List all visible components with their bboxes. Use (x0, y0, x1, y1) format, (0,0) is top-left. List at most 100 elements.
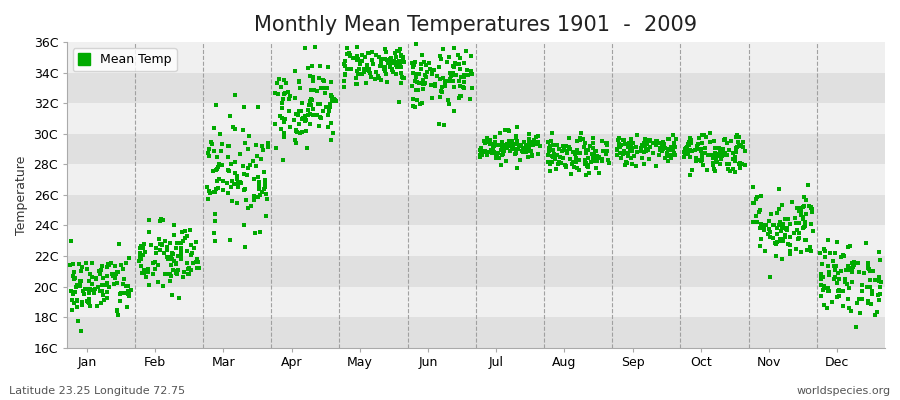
Point (680, 150, 695, 157)
Point (652, 145, 667, 151)
Point (226, 124, 240, 131)
Point (491, 142, 506, 148)
Point (841, 296, 855, 302)
Point (815, 287, 830, 293)
Point (656, 146, 670, 152)
Point (814, 261, 829, 268)
Point (474, 152, 489, 158)
Point (522, 142, 536, 149)
Point (140, 267, 154, 273)
Point (453, 54, 467, 61)
Point (497, 145, 511, 152)
Point (155, 242, 169, 248)
Point (689, 158, 704, 164)
Point (752, 208, 766, 215)
Point (227, 181, 241, 187)
Point (374, 63, 388, 70)
Point (207, 238, 221, 244)
Title: Monthly Mean Temperatures 1901  -  2009: Monthly Mean Temperatures 1901 - 2009 (254, 15, 698, 35)
Point (696, 162, 710, 168)
Point (387, 58, 401, 65)
Point (798, 236, 813, 243)
Point (163, 240, 177, 247)
Point (521, 147, 535, 153)
Point (707, 151, 722, 158)
Point (136, 244, 150, 251)
Point (94, 288, 109, 295)
Point (845, 269, 859, 276)
Point (817, 248, 832, 254)
Point (587, 158, 601, 164)
Point (772, 186, 787, 192)
Point (306, 78, 320, 84)
Point (787, 230, 801, 236)
Point (792, 207, 806, 214)
Point (357, 53, 372, 60)
Point (616, 136, 630, 143)
Point (298, 118, 312, 124)
Point (714, 155, 728, 161)
Point (486, 144, 500, 151)
Point (174, 256, 188, 262)
Point (350, 53, 365, 60)
Point (769, 241, 783, 248)
Point (745, 200, 760, 206)
Point (553, 154, 567, 161)
Point (508, 133, 523, 139)
Point (595, 138, 609, 144)
Point (321, 64, 336, 70)
Point (83, 286, 97, 292)
Point (585, 135, 599, 142)
Point (586, 139, 600, 146)
Point (691, 157, 706, 163)
Point (653, 140, 668, 146)
Point (649, 142, 663, 148)
Point (824, 250, 838, 256)
Point (472, 154, 487, 160)
Point (620, 160, 634, 166)
Point (766, 222, 780, 228)
Point (209, 186, 223, 192)
Point (340, 44, 355, 51)
Point (310, 112, 325, 118)
Point (779, 225, 794, 231)
Point (770, 252, 784, 259)
Point (662, 153, 676, 160)
Point (522, 140, 536, 146)
Point (86, 260, 100, 266)
Point (278, 116, 293, 122)
Point (444, 70, 458, 76)
Point (252, 178, 266, 185)
Point (738, 148, 752, 154)
Point (783, 234, 797, 240)
Point (613, 143, 627, 150)
Point (248, 196, 262, 203)
Point (123, 287, 138, 293)
Bar (67, 226, 885, 256)
Point (365, 49, 380, 55)
Point (862, 284, 877, 291)
Point (845, 279, 859, 286)
Point (274, 115, 289, 122)
Point (288, 111, 302, 118)
Point (174, 246, 188, 252)
Point (104, 270, 119, 277)
Point (454, 93, 468, 100)
Point (703, 130, 717, 136)
Point (202, 187, 216, 194)
Point (816, 246, 831, 252)
Point (465, 71, 480, 77)
Point (658, 155, 672, 162)
Point (841, 244, 855, 250)
Point (559, 163, 573, 170)
Point (869, 308, 884, 315)
Point (289, 139, 303, 146)
Point (668, 144, 682, 150)
Point (417, 81, 431, 88)
Point (641, 146, 655, 152)
Point (374, 77, 389, 84)
Point (780, 227, 795, 234)
Point (772, 222, 787, 228)
Point (68, 269, 82, 276)
Point (304, 102, 319, 108)
